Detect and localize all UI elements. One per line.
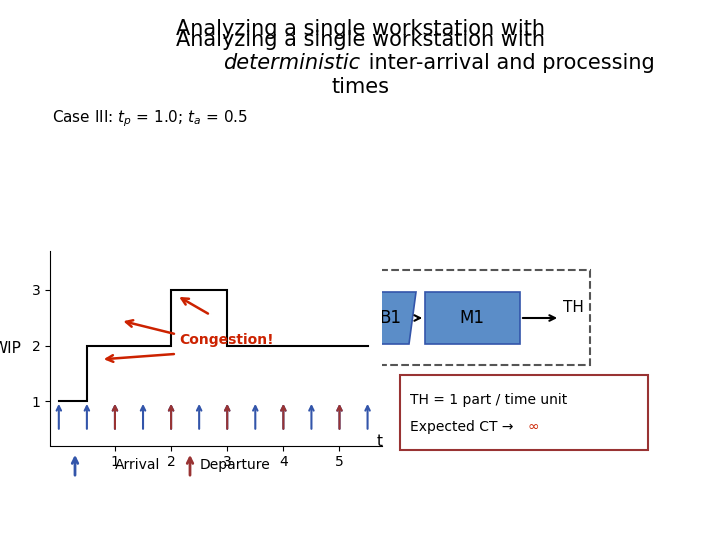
Text: B1: B1 xyxy=(379,309,401,327)
Text: inter-arrival and processing: inter-arrival and processing xyxy=(362,53,654,73)
Text: Case III: $t_p$ = 1.0; $t_a$ = 0.5: Case III: $t_p$ = 1.0; $t_a$ = 0.5 xyxy=(52,108,248,129)
Text: TH = 1 part / time unit: TH = 1 part / time unit xyxy=(410,393,567,407)
Bar xyxy=(400,375,648,450)
Text: Expected CT →: Expected CT → xyxy=(410,420,518,434)
Text: Analyzing a single workstation with: Analyzing a single workstation with xyxy=(176,30,544,50)
Text: times: times xyxy=(331,77,389,97)
Text: M1: M1 xyxy=(459,309,485,327)
Text: t: t xyxy=(377,434,383,449)
Polygon shape xyxy=(364,292,416,344)
Text: TH: TH xyxy=(563,300,584,315)
Text: Analyzing a single workstation with: Analyzing a single workstation with xyxy=(176,19,544,39)
Text: Congestion!: Congestion! xyxy=(179,333,274,347)
Text: ∞: ∞ xyxy=(528,420,539,434)
Text: deterministic: deterministic xyxy=(223,53,360,73)
Text: Arrival: Arrival xyxy=(115,458,161,472)
Bar xyxy=(335,270,590,365)
Y-axis label: WIP: WIP xyxy=(0,341,22,356)
Bar xyxy=(425,292,520,344)
Text: Departure: Departure xyxy=(200,458,271,472)
